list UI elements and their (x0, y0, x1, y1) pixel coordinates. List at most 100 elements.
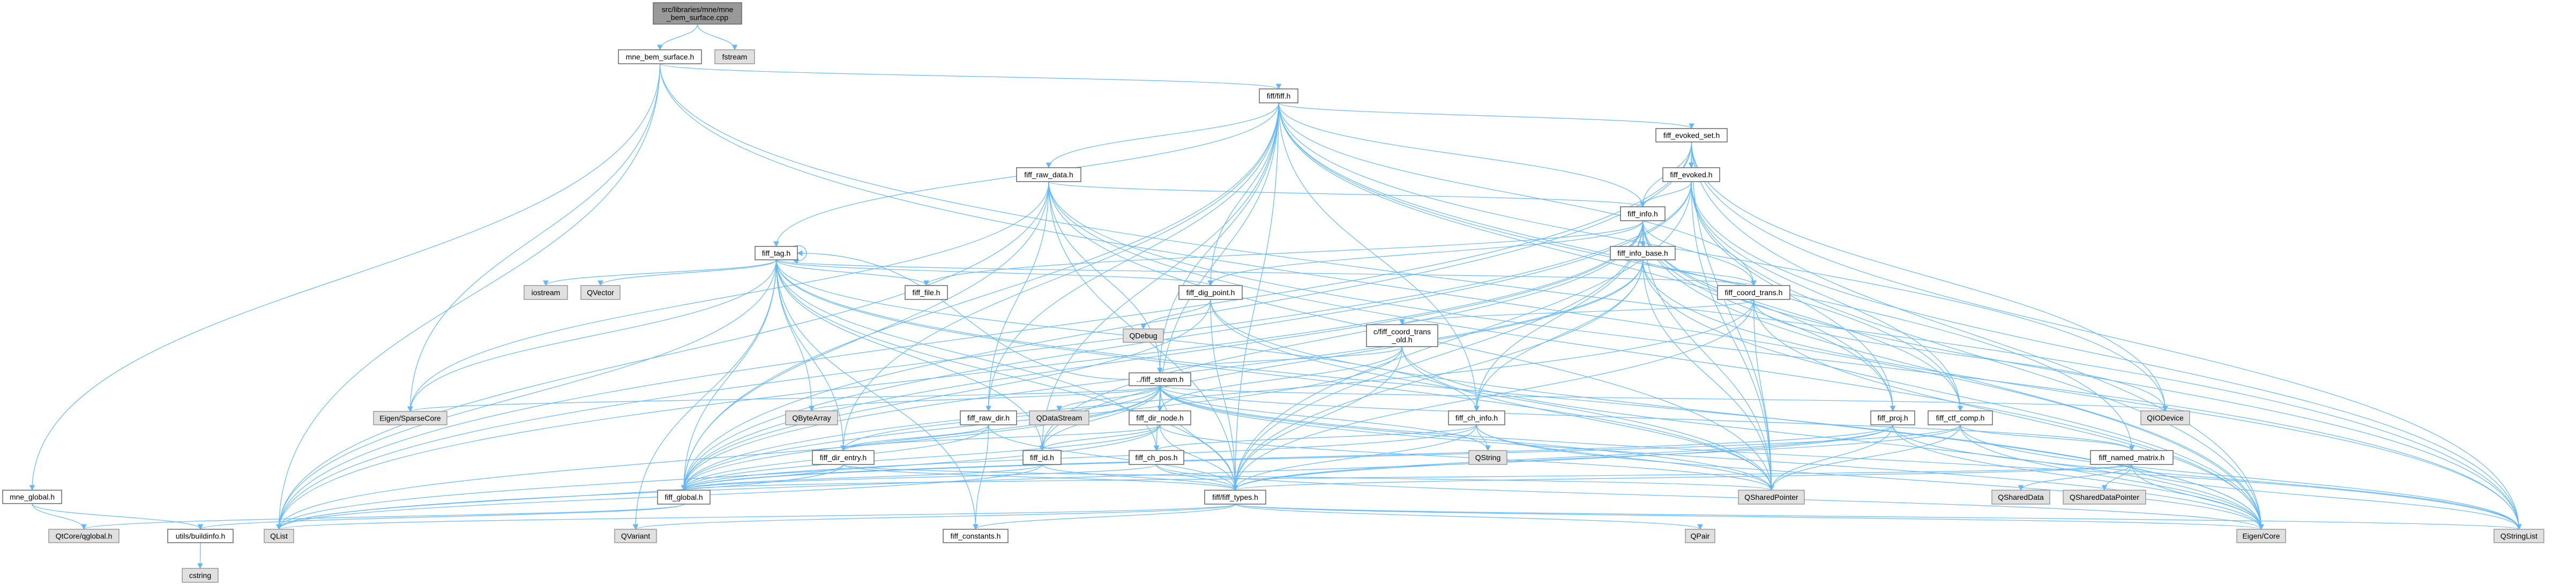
edge-dir_node-to-dir_entry (840, 424, 1161, 452)
node-types[interactable]: fiff/fiff_types.h (1204, 490, 1266, 505)
node-root[interactable]: src/libraries/mne/mne_bem_surface.cpp (653, 2, 742, 25)
node-box (1123, 328, 1164, 343)
node-label: fiff_dir_node.h (1136, 414, 1183, 422)
node-box (657, 490, 711, 505)
node-fstream: fstream (714, 49, 755, 64)
node-label: QIODevice (2147, 414, 2184, 422)
edge-fiff-to-evoked_set (1278, 102, 1694, 130)
node-file[interactable]: fiff_file.h (905, 285, 948, 300)
edge-stream-to-SparseCore (407, 385, 1161, 412)
node-box (1991, 490, 2050, 505)
node-box (2236, 529, 2286, 543)
node-coord_trans_old[interactable]: c/fiff_coord_trans_old.h (1366, 324, 1438, 347)
node-label: fiff_ch_pos.h (1135, 453, 1177, 462)
node-raw_dir[interactable]: fiff_raw_dir.h (960, 410, 1017, 425)
node-QVariant: QVariant (614, 529, 657, 543)
node-label: QVector (587, 288, 614, 297)
edge-stream-to-QString (1159, 385, 1491, 452)
edge-ctf_comp-to-EigenCore (1960, 424, 2264, 530)
node-proj[interactable]: fiff_proj.h (1870, 410, 1915, 425)
node-QPair: QPair (1685, 529, 1715, 543)
node-dir_node[interactable]: fiff_dir_node.h (1129, 410, 1191, 425)
edge-tag-to-types (775, 259, 1238, 491)
edge-dig_point-to-QDebug (1140, 299, 1211, 330)
edge-evoked_set-to-QList (276, 141, 1692, 530)
node-coord_trans[interactable]: fiff_coord_trans.h (1717, 285, 1790, 300)
edge-ctf_comp-to-QSharedPointer (1768, 424, 1961, 491)
node-fiff[interactable]: fiff/fiff.h (1259, 88, 1298, 103)
edge-stream-to-global (681, 385, 1161, 491)
node-label: mne_bem_surface.h (626, 52, 695, 61)
edge-tag-to-file (775, 259, 929, 287)
node-QSharedDataPointer: QSharedDataPointer (2063, 490, 2146, 505)
node-dir_entry[interactable]: fiff_dir_entry.h (812, 450, 875, 465)
node-raw_data[interactable]: fiff_raw_data.h (1016, 167, 1081, 182)
edge-evoked-to-QList (276, 181, 1692, 530)
edge-raw_data-to-raw_dir (985, 181, 1049, 412)
node-box (614, 529, 657, 543)
edge-ch_info-to-ch_pos (1153, 424, 1477, 452)
edge-info-to-id (1039, 220, 1644, 452)
edge-evoked-to-global (681, 181, 1692, 491)
node-label: fiff_info.h (1627, 209, 1658, 218)
node-QStringList: QStringList (2493, 529, 2544, 543)
node-info[interactable]: fiff_info.h (1620, 206, 1666, 221)
edge-info-to-QSharedPointer (1642, 220, 1774, 491)
node-box (943, 529, 1009, 543)
edge-proj-to-types (1232, 424, 1893, 491)
node-label: QSharedDataPointer (2070, 493, 2139, 501)
edge-evoked_set-to-EigenCore (1691, 141, 2264, 530)
edge-stream-to-QList (276, 385, 1161, 530)
edge-ch_info-to-types (1232, 424, 1477, 491)
node-box (48, 529, 120, 543)
node-ch_pos[interactable]: fiff_ch_pos.h (1129, 450, 1184, 465)
node-box (1448, 410, 1505, 425)
node-box (1259, 88, 1298, 103)
node-id[interactable]: fiff_id.h (1022, 450, 1062, 465)
node-QList: QList (264, 529, 294, 543)
node-box (1129, 372, 1191, 386)
node-ch_info[interactable]: fiff_ch_info.h (1448, 410, 1505, 425)
node-named_matrix[interactable]: fiff_named_matrix.h (2090, 450, 2174, 465)
edge-raw_data-to-EigenCore (1048, 181, 2264, 530)
edge-coord_trans_old-to-dir_node (1157, 346, 1403, 412)
edge-ch_pos-to-types (1156, 464, 1238, 491)
node-constants[interactable]: fiff_constants.h (943, 529, 1009, 543)
node-evoked[interactable]: fiff_evoked.h (1662, 167, 1720, 182)
node-box (1022, 450, 1062, 465)
node-stream[interactable]: ../fiff_stream.h (1129, 372, 1191, 386)
edge-named_matrix-to-QStringList (2131, 464, 2522, 530)
edge-evoked-to-proj (1691, 181, 1896, 412)
edge-coord_trans-to-EigenCore (1753, 299, 2264, 530)
node-box (714, 49, 755, 64)
edge-info-to-global (681, 220, 1644, 491)
edge-types-to-QVariant (633, 504, 1236, 530)
edge-mbs-to-SparseCore (407, 63, 661, 412)
edge-stream-to-EigenCore (1159, 385, 2264, 530)
node-global[interactable]: fiff_global.h (657, 490, 711, 505)
edge-types-to-QStringList (1235, 504, 2521, 530)
node-evoked_set[interactable]: fiff_evoked_set.h (1655, 128, 1728, 142)
edge-dir_entry-to-QSharedPointer (842, 464, 1774, 491)
node-info_base[interactable]: fiff_info_base.h (1610, 246, 1676, 260)
node-box (2140, 410, 2190, 425)
edge-named_matrix-to-global (681, 464, 2132, 491)
edge-id-to-types (1041, 464, 1238, 491)
node-ctf_comp[interactable]: fiff_ctf_comp.h (1928, 410, 1993, 425)
edge-info-to-coord_trans (1642, 220, 1757, 287)
node-tag[interactable]: fiff_tag.h (755, 246, 798, 260)
node-mne_global[interactable]: mne_global.h (2, 490, 62, 504)
edge-named_matrix-to-QSharedData (2018, 464, 2132, 491)
edge-proj-to-QSharedPointer (1768, 424, 1893, 491)
edge-dig_point-to-QSharedPointer (1210, 299, 1774, 491)
edge-mbs-to-fiff (659, 63, 1281, 90)
node-buildinfo[interactable]: utils/buildinfo.h (167, 529, 234, 543)
edge-stream-to-QByteArray (809, 385, 1161, 412)
node-mbs[interactable]: mne_bem_surface.h (618, 49, 702, 64)
edge-global-to-buildinfo (197, 504, 684, 530)
node-box (2090, 450, 2174, 465)
node-label: iostream (532, 288, 561, 297)
node-dig_point[interactable]: fiff_dig_point.h (1178, 285, 1243, 300)
node-label: fiff_id.h (1030, 453, 1054, 462)
